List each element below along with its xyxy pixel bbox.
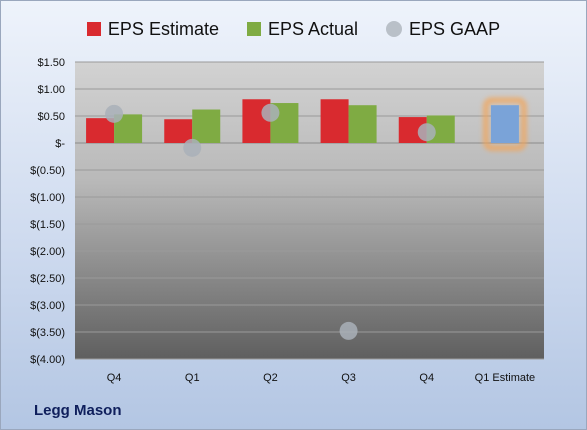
y-tick-label: $1.00 — [37, 84, 65, 96]
y-tick-label: $(2.50) — [30, 273, 65, 285]
gaap-points — [105, 103, 436, 340]
y-tick-label: $(2.00) — [30, 246, 65, 258]
bar-eps-actual — [348, 105, 377, 143]
bar-eps-estimate — [164, 119, 193, 143]
legend-label-eps-actual: EPS Actual — [267, 18, 359, 39]
bar-projected-eps — [490, 105, 519, 143]
legend-entry-eps-actual: EPS Actual — [246, 18, 359, 40]
x-tick-label: Q2 — [263, 372, 278, 384]
legend-entry-eps-estimate: EPS Estimate — [86, 18, 219, 40]
x-tick-label: Q4 — [419, 372, 434, 384]
bar-eps-estimate — [320, 99, 349, 143]
bars — [86, 97, 527, 151]
bar-eps-actual — [192, 109, 221, 143]
company-name: Legg Mason — [34, 402, 122, 419]
x-tick-label: Q3 — [341, 372, 356, 384]
legend-entry-eps-gaap: EPS GAAP — [386, 19, 500, 40]
grid-lines — [75, 61, 544, 360]
x-axis-labels: Q4 Q1 Q2 Q3 Q4 Q1 Estimate — [107, 372, 535, 384]
y-tick-label: $1.50 — [37, 57, 65, 69]
projected-bar-glow — [482, 97, 527, 151]
y-tick-label: $- — [55, 138, 65, 150]
y-tick-label: $(3.50) — [30, 327, 65, 339]
bar-eps-estimate — [86, 118, 115, 143]
plot-area — [75, 62, 544, 359]
point-eps-gaap — [183, 138, 202, 157]
y-tick-label: $0.50 — [37, 111, 65, 123]
y-tick-label: $(1.00) — [30, 192, 65, 204]
y-tick-label: $(1.50) — [30, 219, 65, 231]
legend-swatch-eps-estimate — [86, 22, 101, 36]
point-eps-gaap — [417, 123, 436, 142]
y-tick-label: $(0.50) — [30, 165, 65, 177]
x-tick-label: Q1 Estimate — [475, 372, 536, 384]
point-eps-gaap — [261, 103, 280, 122]
chart-legend: EPS Estimate EPS Actual EPS GAAP — [0, 14, 587, 44]
point-eps-gaap — [339, 321, 358, 340]
legend-swatch-eps-actual — [246, 22, 261, 36]
legend-swatch-eps-gaap — [386, 21, 403, 37]
legend-label-eps-gaap: EPS GAAP — [409, 18, 501, 39]
y-tick-label: $(3.00) — [30, 300, 65, 312]
legend-label-eps-estimate: EPS Estimate — [107, 18, 219, 39]
x-tick-label: Q1 — [185, 372, 200, 384]
x-tick-label: Q4 — [107, 372, 122, 384]
y-tick-label: $(4.00) — [30, 354, 65, 366]
y-axis-labels: $1.50 $1.00 $0.50 $- $(0.50) $(1.00) $(1.50) $(… — [30, 57, 65, 366]
point-eps-gaap — [105, 104, 124, 123]
